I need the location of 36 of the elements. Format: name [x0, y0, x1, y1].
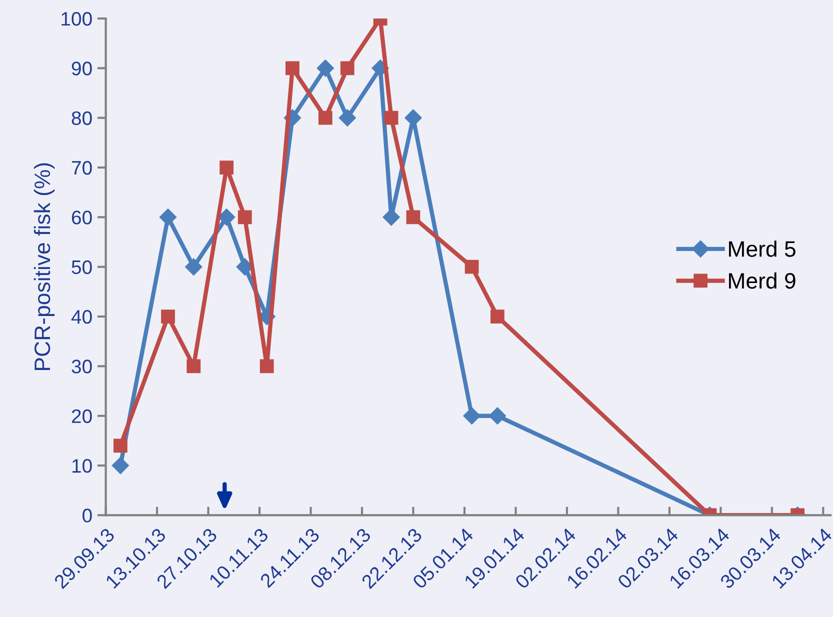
point — [488, 407, 506, 424]
point — [186, 359, 201, 374]
point — [159, 208, 177, 226]
point — [220, 160, 234, 174]
y-tick-label: 30 — [72, 360, 92, 374]
point — [112, 456, 129, 474]
y-tick-label: 60 — [72, 210, 92, 224]
point — [464, 260, 479, 274]
y-tick-label: 0 — [82, 508, 92, 522]
point — [463, 407, 480, 424]
point — [490, 310, 504, 324]
y-tick-label: 90 — [72, 62, 92, 76]
point — [218, 208, 236, 226]
point — [286, 61, 300, 76]
point — [260, 359, 274, 374]
point — [316, 60, 334, 77]
y-tick-label: 50 — [72, 260, 92, 274]
y-tick-label: 10 — [72, 458, 92, 473]
y-tick-label: 70 — [72, 160, 92, 175]
legend-label: Merd 5 — [729, 240, 796, 257]
point — [161, 310, 175, 324]
y-tick-label: 100 — [62, 12, 92, 26]
y-axis-title: PCR-positive fisk (%) — [34, 163, 55, 370]
legend-label: Merd 9 — [729, 272, 796, 289]
point — [382, 208, 400, 226]
y-tick-label: 80 — [72, 111, 92, 126]
y-tick-label: 20 — [72, 409, 92, 424]
y-tick-label: 40 — [71, 310, 92, 324]
point — [406, 210, 420, 224]
point — [384, 110, 398, 125]
point — [338, 109, 356, 126]
point — [238, 210, 252, 224]
point — [340, 61, 354, 76]
point — [185, 258, 202, 276]
point — [113, 438, 128, 453]
point — [318, 110, 332, 125]
